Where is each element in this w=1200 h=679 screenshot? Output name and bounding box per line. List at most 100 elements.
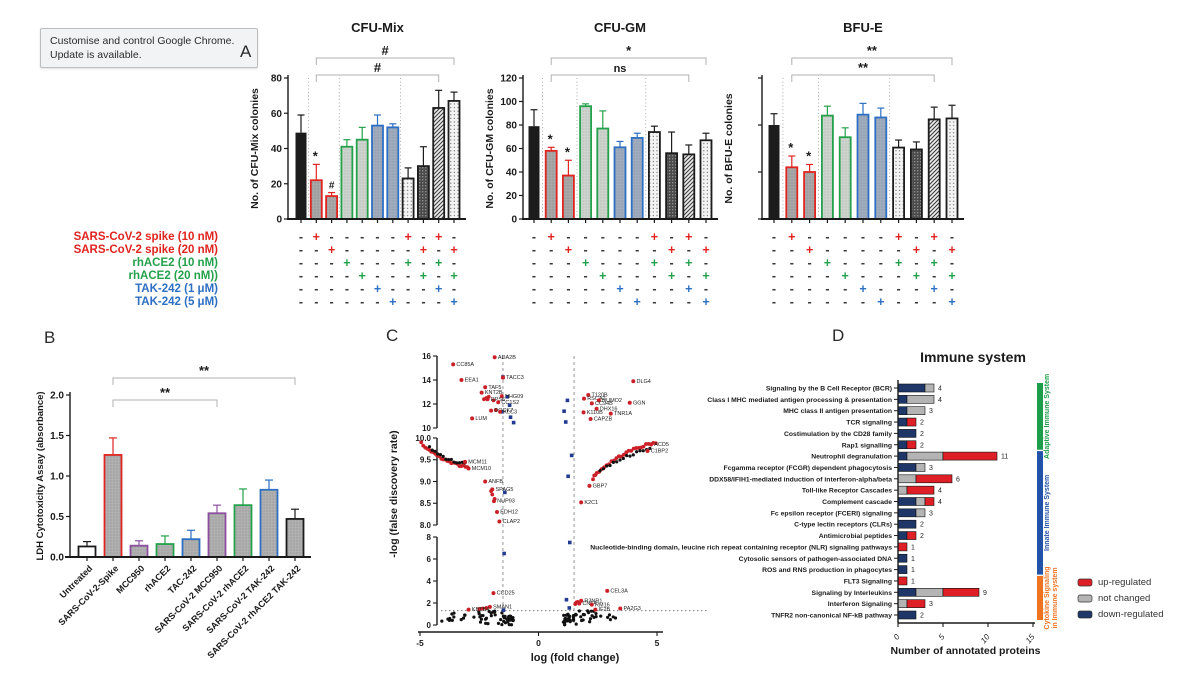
svg-text:-: - bbox=[360, 282, 364, 296]
svg-text:-: - bbox=[437, 243, 441, 257]
svg-text:Adaptive Immune System: Adaptive Immune System bbox=[1044, 374, 1051, 459]
svg-text:#: # bbox=[382, 43, 390, 58]
svg-text:Antimicrobial peptides: Antimicrobial peptides bbox=[819, 533, 892, 540]
svg-text:-: - bbox=[601, 295, 605, 309]
svg-text:Class I MHC mediated antigen p: Class I MHC mediated antigen processing … bbox=[707, 397, 892, 404]
svg-text:-: - bbox=[330, 295, 334, 309]
svg-text:-: - bbox=[532, 269, 536, 283]
svg-text:DOCK7: DOCK7 bbox=[494, 408, 513, 414]
svg-text:-: - bbox=[825, 295, 829, 309]
svg-text:-: - bbox=[772, 282, 776, 296]
svg-text:ns: ns bbox=[614, 63, 627, 75]
svg-text:-: - bbox=[808, 230, 812, 244]
svg-text:-: - bbox=[584, 243, 588, 257]
svg-text:KNT2B: KNT2B bbox=[485, 390, 503, 396]
svg-text:14: 14 bbox=[422, 376, 431, 385]
svg-text:up-regulated: up-regulated bbox=[1098, 577, 1151, 588]
svg-text:#: # bbox=[329, 181, 335, 192]
svg-text:Nucleotide-binding domain, leu: Nucleotide-binding domain, leucine rich … bbox=[590, 544, 892, 551]
svg-text:+: + bbox=[548, 230, 555, 244]
svg-text:-: - bbox=[790, 243, 794, 257]
svg-text:-: - bbox=[808, 256, 812, 270]
svg-text:Cytokine Signaling: Cytokine Signaling bbox=[1044, 566, 1051, 629]
svg-text:-: - bbox=[861, 230, 865, 244]
svg-text:0.0: 0.0 bbox=[50, 553, 64, 564]
svg-text:-: - bbox=[843, 230, 847, 244]
svg-text:-: - bbox=[790, 295, 794, 309]
svg-text:EDH12: EDH12 bbox=[500, 510, 518, 516]
svg-text:60: 60 bbox=[506, 144, 518, 155]
svg-text:*: * bbox=[806, 148, 812, 163]
svg-text:+: + bbox=[842, 269, 849, 283]
cfu-gm-chart: CFU-GM No. of CFU-GM colonies ns * 0 20 40 60 80… bbox=[484, 20, 718, 309]
svg-text:1: 1 bbox=[911, 556, 915, 563]
svg-text:-: - bbox=[406, 269, 410, 283]
svg-text:+: + bbox=[685, 256, 692, 270]
svg-text:+: + bbox=[931, 256, 938, 270]
svg-text:-: - bbox=[879, 243, 883, 257]
svg-text:12: 12 bbox=[422, 400, 431, 409]
svg-text:K2C1: K2C1 bbox=[584, 500, 598, 506]
svg-text:*: * bbox=[788, 140, 794, 155]
svg-text:-: - bbox=[532, 256, 536, 270]
chrome-tooltip-text: Customise and control Google Chrome. Upd… bbox=[50, 35, 235, 62]
svg-text:*: * bbox=[548, 131, 554, 146]
svg-text:+: + bbox=[824, 256, 831, 270]
svg-text:2: 2 bbox=[920, 442, 924, 449]
treatment-label-1: SARS-CoV-2 spike (20 nM) bbox=[73, 243, 218, 256]
svg-text:*: * bbox=[626, 43, 632, 58]
svg-text:No. of CFU-Mix colonies: No. of CFU-Mix colonies bbox=[249, 88, 261, 209]
svg-text:-: - bbox=[687, 243, 691, 257]
svg-text:-: - bbox=[772, 256, 776, 270]
svg-text:No. of BFU-E colonies: No. of BFU-E colonies bbox=[723, 93, 735, 203]
svg-text:-: - bbox=[950, 256, 954, 270]
svg-text:+: + bbox=[435, 230, 442, 244]
svg-text:-: - bbox=[635, 282, 639, 296]
svg-text:Costimulation by the CD28 fami: Costimulation by the CD28 family bbox=[784, 431, 892, 438]
svg-text:0.5: 0.5 bbox=[50, 512, 64, 523]
svg-text:**: ** bbox=[858, 60, 869, 75]
svg-text:C-type lectin receptors (CLRs): C-type lectin receptors (CLRs) bbox=[794, 522, 892, 529]
svg-text:-: - bbox=[772, 295, 776, 309]
svg-text:8.0: 8.0 bbox=[420, 521, 432, 530]
svg-text:-: - bbox=[584, 269, 588, 283]
svg-text:-: - bbox=[670, 282, 674, 296]
svg-text:+: + bbox=[913, 243, 920, 257]
svg-text:3: 3 bbox=[929, 465, 933, 472]
svg-text:-: - bbox=[932, 243, 936, 257]
svg-text:15: 15 bbox=[1024, 632, 1037, 645]
svg-text:MCM10: MCM10 bbox=[472, 466, 491, 472]
svg-text:-: - bbox=[635, 243, 639, 257]
svg-text:16: 16 bbox=[422, 352, 431, 361]
svg-text:60: 60 bbox=[271, 109, 283, 120]
svg-text:Signaling by Interleukins: Signaling by Interleukins bbox=[812, 590, 893, 597]
svg-text:EEA1: EEA1 bbox=[465, 378, 479, 384]
svg-text:-: - bbox=[790, 282, 794, 296]
svg-text:+: + bbox=[450, 269, 457, 283]
svg-text:-: - bbox=[618, 269, 622, 283]
svg-text:KLC3: KLC3 bbox=[503, 409, 517, 415]
svg-text:+: + bbox=[435, 256, 442, 270]
svg-text:0: 0 bbox=[536, 638, 541, 648]
svg-text:-: - bbox=[566, 269, 570, 283]
svg-text:+: + bbox=[895, 230, 902, 244]
svg-text:MCC950: MCC950 bbox=[114, 563, 146, 595]
svg-text:-: - bbox=[670, 256, 674, 270]
svg-text:RPS6: RPS6 bbox=[491, 397, 505, 403]
svg-text:-: - bbox=[652, 282, 656, 296]
svg-text:80: 80 bbox=[506, 121, 518, 132]
svg-text:2: 2 bbox=[920, 613, 924, 620]
svg-text:-: - bbox=[532, 230, 536, 244]
svg-text:+: + bbox=[374, 282, 381, 296]
svg-text:+: + bbox=[634, 295, 641, 309]
svg-text:-: - bbox=[452, 256, 456, 270]
svg-text:+: + bbox=[435, 282, 442, 296]
svg-text:0: 0 bbox=[276, 215, 282, 226]
svg-text:LDH Cytotoxicity Assay (absorb: LDH Cytotoxicity Assay (absorbance) bbox=[35, 391, 46, 560]
svg-text:20: 20 bbox=[506, 191, 518, 202]
panel-a-label: A bbox=[240, 42, 252, 61]
svg-text:2: 2 bbox=[920, 420, 924, 427]
svg-text:log (fold change): log (fold change) bbox=[531, 652, 620, 664]
